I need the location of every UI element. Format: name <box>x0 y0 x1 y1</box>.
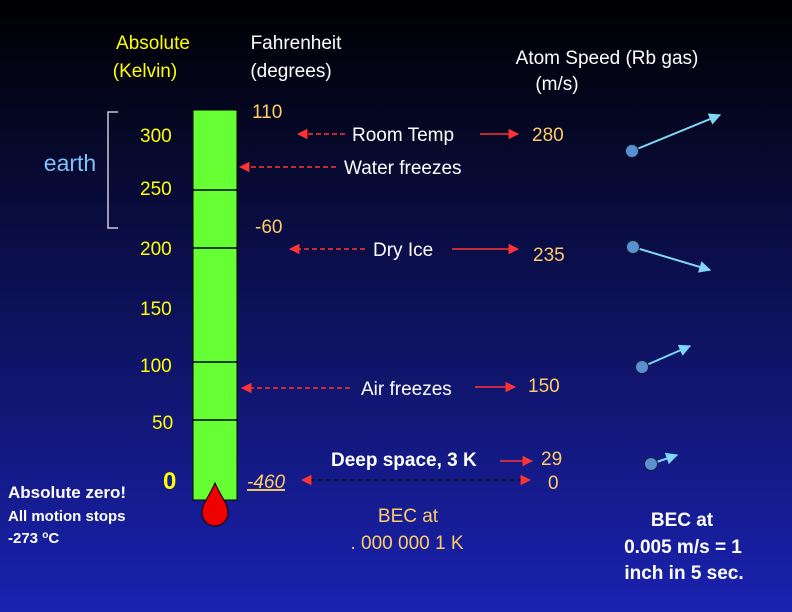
bec-temp: . 000 000 1 K <box>350 533 463 554</box>
event: Water freezes <box>344 158 462 179</box>
bec-speed: 0.005 m/s = 1 <box>624 537 742 558</box>
speed: 29 <box>541 449 562 470</box>
bracket <box>107 111 118 229</box>
event: Dry Ice <box>373 240 433 261</box>
kelvin-tick: 100 <box>140 356 172 377</box>
fahrenheit-mark: 110 <box>252 102 282 123</box>
speed: 235 <box>533 245 565 266</box>
atom <box>635 360 649 374</box>
bec-speed: inch in 5 sec. <box>624 563 743 584</box>
kelvin-tick: 50 <box>152 413 173 434</box>
thermometer-lines <box>193 189 237 421</box>
thermometer <box>192 109 238 501</box>
fahrenheit-mark: -460 <box>247 472 285 493</box>
velocity <box>641 344 692 368</box>
velocity <box>632 246 712 273</box>
arrows <box>238 128 534 486</box>
header: (degrees) <box>250 61 331 82</box>
bec-temp: BEC at <box>378 506 439 527</box>
kelvin-tick: 300 <box>140 126 172 147</box>
bec-speed: BEC at <box>651 510 714 531</box>
header: (Kelvin) <box>113 61 177 82</box>
atoms <box>625 113 722 471</box>
event: Deep space, 3 K <box>331 450 477 471</box>
earth-label: earth <box>44 150 96 176</box>
header: Fahrenheit <box>251 33 343 54</box>
atom <box>644 457 658 471</box>
speed: 280 <box>532 125 564 146</box>
kelvin-tick: 0 <box>163 468 176 495</box>
speed: 0 <box>548 473 559 494</box>
header: Absolute <box>116 33 190 54</box>
kelvin-tick: 200 <box>140 239 172 260</box>
header: (m/s) <box>535 74 578 95</box>
text-part: -273 <box>8 530 42 547</box>
kelvin-tick: 150 <box>140 299 172 320</box>
fahrenheit-mark: -60 <box>255 217 282 238</box>
velocity <box>631 113 722 152</box>
absolute-zero: Absolute zero! <box>8 483 126 502</box>
superscript: o <box>42 530 48 541</box>
atom <box>625 144 639 158</box>
bulb <box>201 481 229 527</box>
absolute-zero: All motion stops <box>8 508 126 525</box>
event: Room Temp <box>352 125 454 146</box>
text-part: C <box>48 530 59 547</box>
header: Atom Speed (Rb gas) <box>516 48 699 69</box>
absolute-zero: -273 oC <box>8 530 59 547</box>
speed: 150 <box>528 376 560 397</box>
event: Air freezes <box>361 379 452 400</box>
atom <box>626 240 640 254</box>
kelvin-tick: 250 <box>140 179 172 200</box>
